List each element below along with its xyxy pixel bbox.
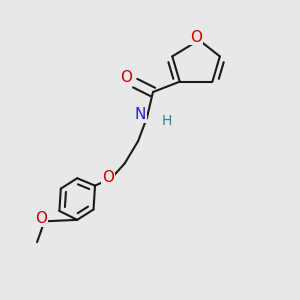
Text: H: H [161,114,172,128]
Text: O: O [102,170,114,185]
Text: O: O [120,70,132,85]
Text: O: O [190,30,202,45]
Text: O: O [35,211,47,226]
Text: N: N [135,107,146,122]
